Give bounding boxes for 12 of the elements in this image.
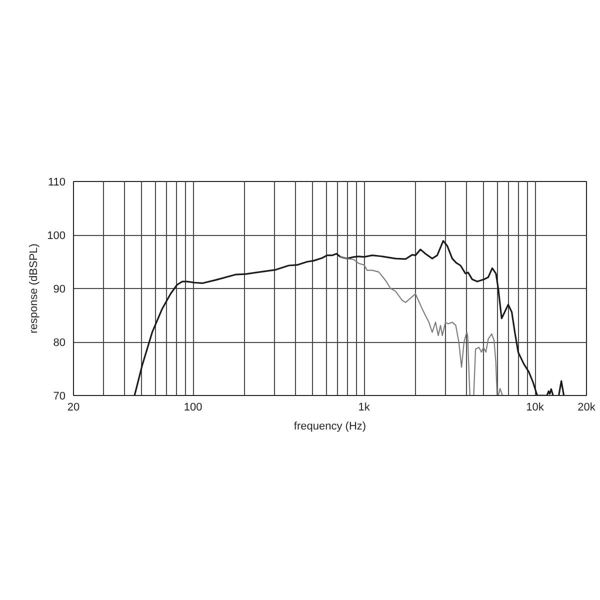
y-tick-label: 80: [53, 337, 66, 349]
x-tick-label: 10k: [526, 402, 544, 414]
y-tick-label: 90: [53, 284, 66, 296]
x-tick-label: 20k: [578, 402, 596, 414]
x-axis-title: frequency (Hz): [294, 420, 366, 432]
y-axis-title: response (dBSPL): [28, 244, 40, 334]
y-tick-label: 100: [47, 230, 66, 242]
y-tick-label: 110: [48, 176, 66, 188]
x-tick-label: 20: [67, 402, 80, 414]
x-tick-label: 1k: [358, 402, 370, 414]
y-tick-label: 70: [53, 390, 66, 402]
x-tick-label: 100: [184, 402, 202, 414]
